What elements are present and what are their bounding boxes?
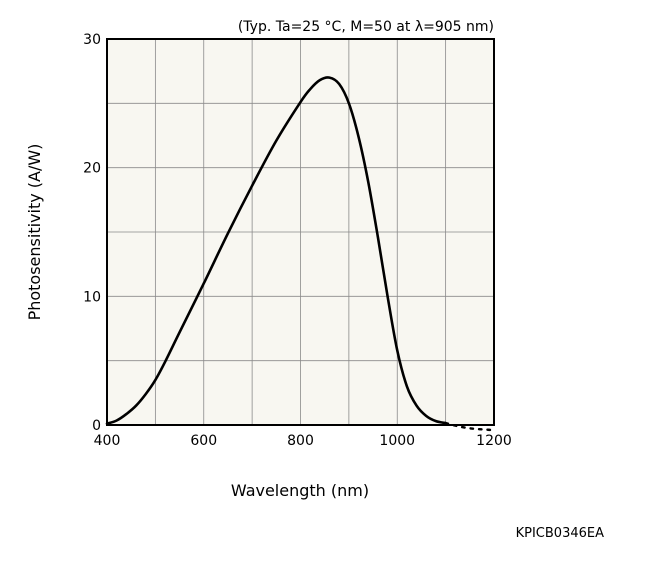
x-tick-label: 800 bbox=[287, 433, 314, 449]
x-tick-label: 1200 bbox=[476, 433, 512, 449]
y-tick-label: 20 bbox=[83, 161, 101, 177]
y-tick-label: 30 bbox=[83, 32, 101, 48]
y-tick-labels: 0 10 20 30 bbox=[83, 32, 101, 434]
series-line bbox=[105, 76, 447, 426]
plot-frame bbox=[106, 38, 495, 426]
condition-note: (Typ. Ta=25 °C, M=50 at λ=905 nm) bbox=[238, 19, 494, 35]
grid-lines bbox=[107, 39, 494, 425]
x-tick-labels: 400 600 800 1000 1200 bbox=[94, 433, 512, 449]
figure-code: KPICB0346EA bbox=[516, 526, 604, 541]
x-axis-title: Wavelength (nm) bbox=[231, 481, 369, 500]
x-tick-label: 400 bbox=[94, 433, 121, 449]
y-tick-label: 10 bbox=[83, 289, 101, 305]
x-tick-label: 1000 bbox=[379, 433, 415, 449]
x-tick-label: 600 bbox=[190, 433, 217, 449]
y-axis-title: Photosensitivity (A/W) bbox=[25, 144, 44, 321]
y-tick-label: 0 bbox=[92, 418, 101, 434]
